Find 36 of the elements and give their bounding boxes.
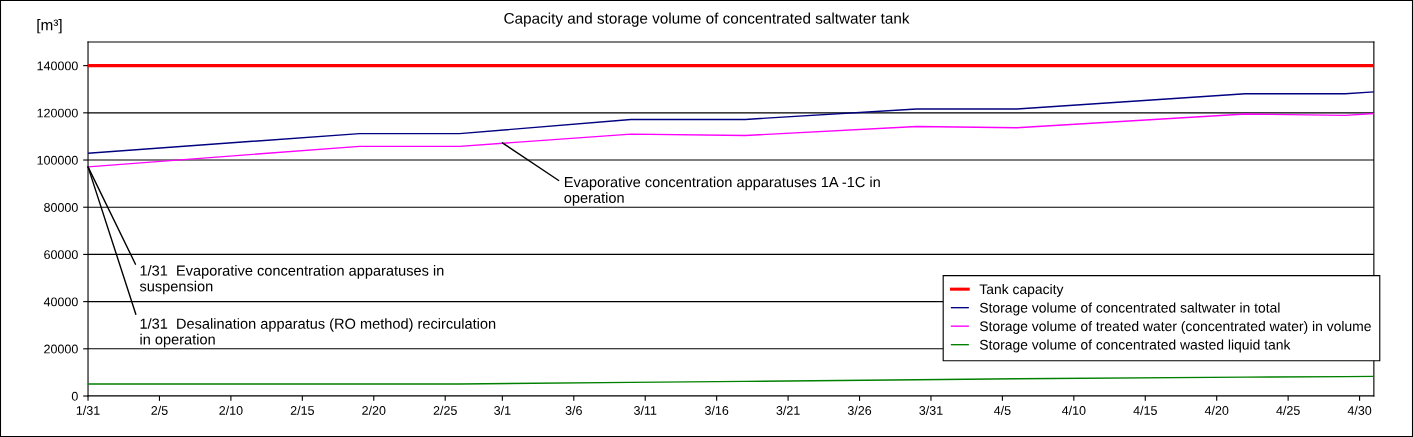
y-axis-title: [m³] <box>37 19 62 34</box>
chart-title: Capacity and storage volume of concentrated saltwater tank <box>504 12 910 27</box>
x-tick-label: 3/1 <box>494 405 511 415</box>
x-tick-label: 4/25 <box>1276 405 1300 415</box>
x-tick-label: 1/31 <box>76 405 100 415</box>
legend-label: Storage volume of concentrated saltwater in total <box>979 302 1280 316</box>
y-tick-label: 120000 <box>37 108 78 118</box>
x-tick-label: 3/6 <box>565 405 582 415</box>
legend-label: Storage volume of concentrated wasted liquid tank <box>979 339 1291 353</box>
y-tick-label: 80000 <box>44 203 78 212</box>
legend-label: Storage volume of treated water (concentrated water) in volume <box>979 320 1371 334</box>
x-tick-label: 2/5 <box>151 405 168 415</box>
x-tick-label: 2/25 <box>433 405 457 415</box>
y-tick-label: 0 <box>71 391 78 401</box>
x-tick-label: 3/21 <box>776 405 800 415</box>
y-tick-label: 140000 <box>37 61 78 71</box>
x-tick-label: 4/30 <box>1347 405 1372 415</box>
x-tick-label: 2/20 <box>362 405 386 415</box>
x-tick-label: 4/10 <box>1061 405 1086 415</box>
y-tick-label: 40000 <box>43 297 78 307</box>
x-tick-label: 3/16 <box>704 405 729 415</box>
y-tick-label: 100000 <box>37 155 78 165</box>
x-tick-label: 3/11 <box>634 405 657 415</box>
annotation: Evaporative concentration apparatuses 1A -1C in operation <box>564 176 880 206</box>
annotation: 1/31 Desalination apparatus (RO method) recirculation in operation <box>140 318 496 348</box>
x-tick-label: 2/15 <box>290 405 314 415</box>
x-tick-label: 3/26 <box>847 405 872 415</box>
annotation: 1/31 Evaporative concentration apparatuses in suspension <box>139 265 444 295</box>
x-tick-label: 4/15 <box>1133 405 1157 415</box>
x-tick-label: 4/5 <box>994 405 1011 415</box>
x-tick-label: 3/31 <box>919 405 943 415</box>
legend-label: Tank capacity <box>979 283 1064 297</box>
x-tick-label: 4/20 <box>1204 405 1229 415</box>
x-tick-label: 2/10 <box>219 405 243 415</box>
y-tick-label: 60000 <box>44 250 78 260</box>
y-tick-label: 20000 <box>44 344 78 354</box>
